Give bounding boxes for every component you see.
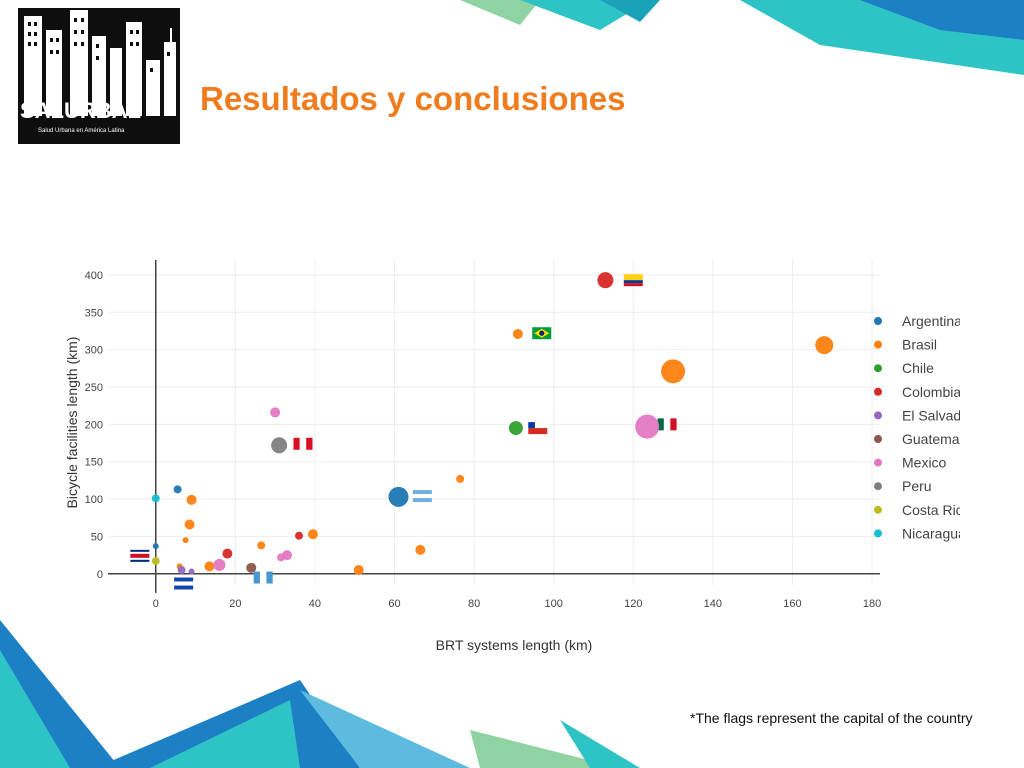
x-tick-label: 0 (153, 598, 159, 610)
data-point-guatemala (246, 562, 257, 573)
data-point-brasil (353, 565, 364, 576)
flag-argentina (412, 490, 432, 503)
data-point-brasil (512, 328, 523, 339)
logo-subtitle: Salud Urbana en América Latina (38, 128, 125, 134)
legend: Argentina Brasil Chile Colombia El Salvador G… (874, 313, 960, 541)
data-point-argentina (388, 486, 409, 507)
flag-chile (528, 422, 548, 435)
legend-label: Costa Rica (902, 502, 960, 518)
y-tick-label: 50 (91, 531, 103, 543)
legend-marker-colombia (874, 387, 882, 396)
data-point-el-salvador (177, 566, 186, 575)
y-tick-label: 200 (85, 419, 103, 431)
data-points (151, 272, 834, 576)
legend-marker-guatemala (874, 435, 882, 443)
legend-marker-chile (874, 364, 882, 373)
x-tick-label: 140 (704, 598, 722, 610)
data-point-brasil (186, 494, 197, 505)
data-point-brasil (204, 561, 215, 572)
data-point-brasil (456, 474, 465, 483)
legend-marker-argentina (874, 317, 882, 325)
y-axis-title: Bicycle facilities length (km) (64, 337, 80, 509)
data-point-brasil (815, 336, 834, 355)
data-point-argentina (152, 543, 159, 550)
x-tick-label: 180 (863, 598, 881, 610)
x-tick-label: 60 (388, 598, 400, 610)
y-tick-label: 300 (85, 345, 103, 357)
capital-flags (130, 274, 677, 590)
data-point-mexico (270, 407, 281, 418)
y-tick-label: 350 (85, 307, 103, 319)
flag-mexico (657, 418, 677, 431)
data-point-colombia (597, 272, 614, 289)
legend-label: El Salvador (902, 407, 960, 423)
legend-marker-brasil (874, 340, 882, 349)
flag-colombia (623, 274, 643, 287)
data-point-mexico (213, 558, 226, 571)
y-tick-label: 100 (85, 494, 103, 506)
x-tick-label: 100 (545, 598, 563, 610)
axes: 0 20 40 60 80 100 120 140 160 180 0 50 100 150 200 250 3… (85, 260, 881, 610)
legend-marker-nicaragua (874, 529, 882, 538)
x-tick-label: 40 (309, 598, 321, 610)
grid-lines (108, 260, 880, 585)
salurbal-logo: SALURBAL Salud Urbana en América Latina (18, 8, 180, 144)
data-point-colombia (222, 548, 233, 559)
footnote: *The flags represent the capital of the … (690, 710, 973, 726)
scatter-chart: 0 20 40 60 80 100 120 140 160 180 0 50 100 150 200 250 3… (64, 260, 960, 653)
data-point-argentina (173, 485, 182, 494)
flag-guatemala (253, 571, 273, 584)
legend-label: Brasil (902, 337, 937, 353)
legend-label: Mexico (902, 455, 947, 471)
page-title: Resultados y conclusiones (200, 80, 626, 117)
legend-marker-costa-rica (874, 505, 882, 514)
x-tick-label: 80 (468, 598, 480, 610)
data-point-brasil (182, 537, 189, 544)
data-point-colombia (295, 531, 304, 540)
flag-el-salvador (174, 577, 194, 590)
data-point-mexico (635, 414, 660, 439)
data-point-costa-rica (151, 557, 160, 566)
data-point-brasil (307, 529, 318, 540)
legend-label: Argentina (902, 313, 960, 329)
legend-label: Colombia (902, 384, 960, 400)
x-tick-label: 20 (229, 598, 241, 610)
x-axis-title: BRT systems length (km) (436, 637, 593, 653)
data-point-brasil (661, 359, 686, 384)
logo-text: SALURBAL (20, 98, 141, 123)
legend-label: Nicaragua (902, 525, 960, 541)
y-tick-label: 400 (85, 270, 103, 282)
data-point-peru (271, 437, 288, 454)
legend-marker-peru (874, 482, 882, 491)
y-tick-label: 0 (97, 569, 103, 581)
data-point-brasil (415, 544, 426, 555)
legend-marker-mexico (874, 458, 882, 467)
x-tick-label: 160 (783, 598, 801, 610)
data-point-chile (508, 421, 523, 436)
data-point-brasil (184, 519, 195, 530)
x-tick-label: 120 (624, 598, 642, 610)
legend-marker-el-salvador (874, 411, 882, 420)
data-point-brasil (257, 541, 266, 550)
flag-costa-rica (130, 549, 150, 562)
flag-brasil (532, 327, 552, 340)
legend-label: Chile (902, 360, 934, 376)
legend-label: Peru (902, 478, 932, 494)
data-point-mexico (277, 553, 286, 562)
data-point-nicaragua (151, 494, 160, 503)
legend-label: Guatemala (902, 431, 960, 447)
y-tick-label: 150 (85, 457, 103, 469)
data-point-el-salvador (188, 568, 195, 575)
y-tick-label: 250 (85, 382, 103, 394)
flag-peru (293, 437, 313, 450)
